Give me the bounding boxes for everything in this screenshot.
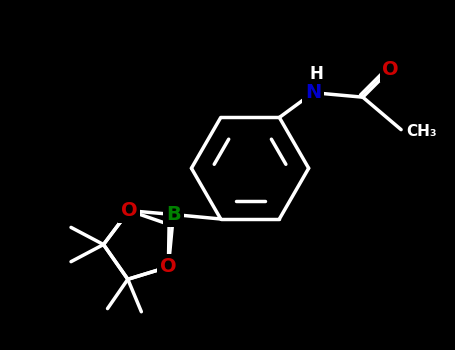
Text: O: O — [160, 257, 177, 276]
Text: B: B — [166, 205, 181, 224]
Text: H: H — [310, 65, 324, 83]
Text: O: O — [382, 60, 399, 79]
Text: N: N — [305, 83, 321, 102]
Text: CH₃: CH₃ — [406, 124, 437, 139]
Text: O: O — [121, 201, 137, 220]
